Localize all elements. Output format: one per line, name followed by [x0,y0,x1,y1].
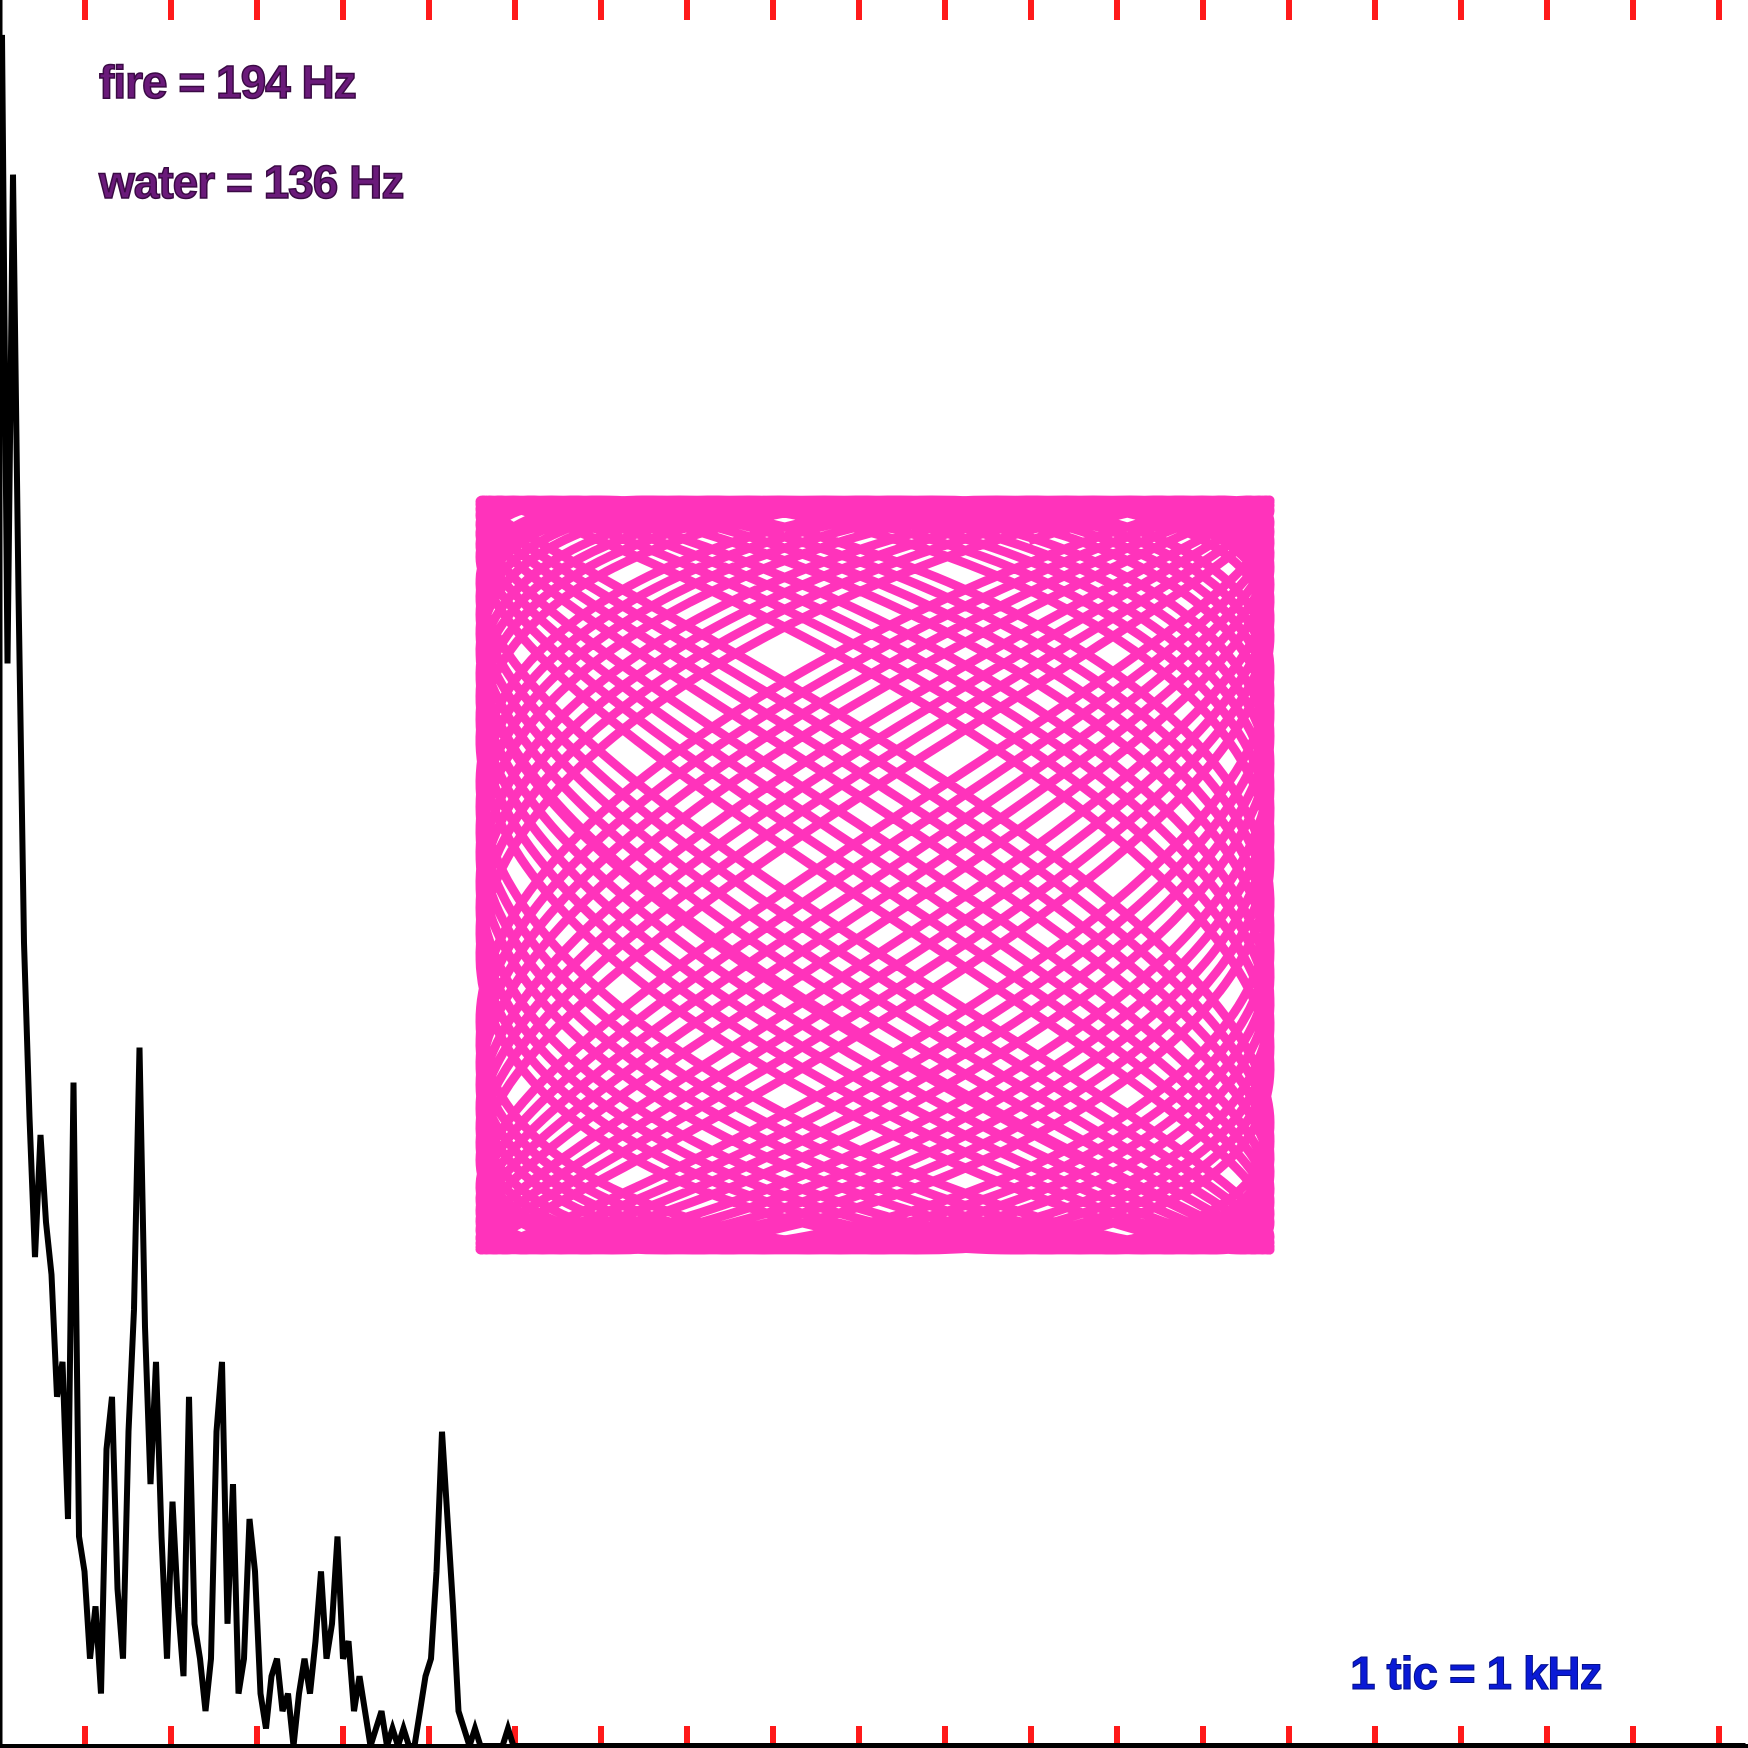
spectrum-line [0,34,1746,1748]
water-frequency-label: water = 136 Hz [98,155,405,209]
lissajous-figure [475,495,1275,1255]
spectrum-trace [0,34,1746,1748]
top-tick-marks [82,0,1722,20]
tic-scale-label: 1 tic = 1 kHz [1350,1647,1604,1700]
lissajous-curve [475,495,1275,1255]
fire-frequency-label: fire = 194 Hz [98,55,357,109]
